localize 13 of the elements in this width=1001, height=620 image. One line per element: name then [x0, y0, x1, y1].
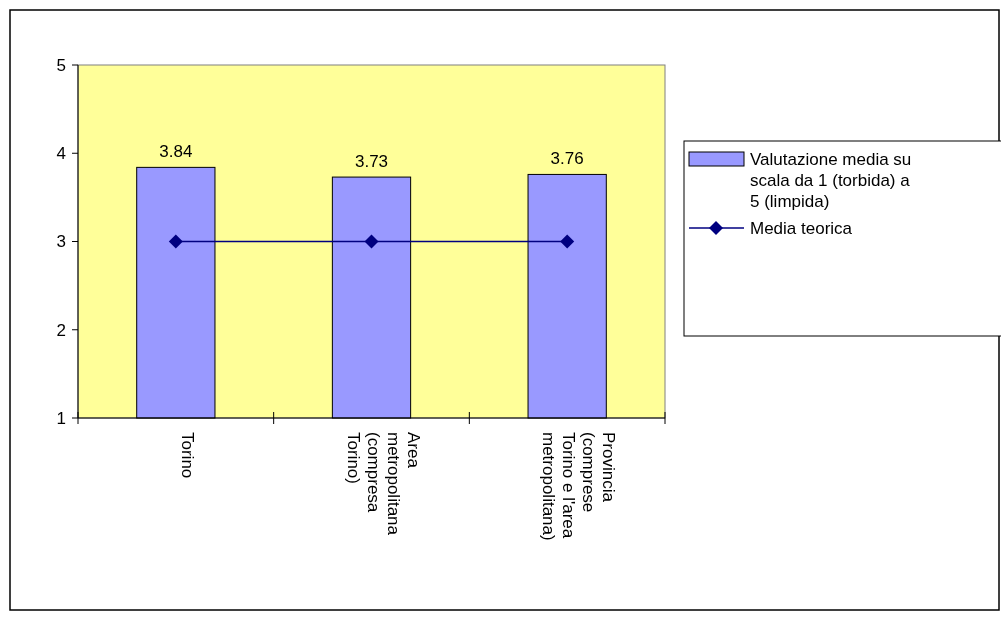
y-tick-label: 4: [56, 144, 66, 164]
y-tick-label: 1: [56, 408, 66, 428]
x-tick-label: Provincia (comprese Torino e l'area metropolitana): [539, 432, 619, 541]
legend-label: Valutazione media su scala da 1 (torbida) a 5 (limpida): [750, 150, 912, 211]
y-tick-label: 5: [56, 55, 66, 75]
data-label: 3.76: [550, 149, 584, 169]
y-tick-label: 2: [56, 320, 66, 340]
data-label: 3.73: [354, 152, 389, 172]
data-label: 3.84: [159, 142, 193, 162]
y-tick-label: 3: [56, 232, 66, 252]
x-tick-label: Torino: [177, 432, 197, 479]
legend-label: Media teorica: [750, 219, 853, 238]
x-tick-label: Area metropolitana (compresa Torino): [343, 432, 423, 536]
